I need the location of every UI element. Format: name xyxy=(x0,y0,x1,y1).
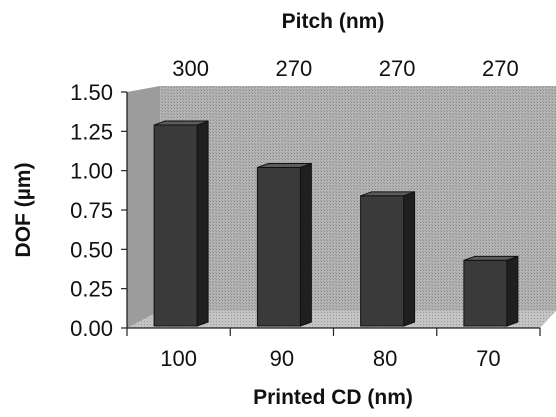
bar-side xyxy=(506,255,519,327)
secondary-x-tick-label: 300 xyxy=(172,56,209,81)
y-tick-label: 1.25 xyxy=(70,119,113,144)
bar xyxy=(463,255,519,327)
bar-top xyxy=(153,120,209,126)
bar xyxy=(256,162,312,327)
bar-front xyxy=(256,167,301,327)
left-wall xyxy=(127,86,160,328)
x-tick-label: 80 xyxy=(373,346,397,371)
y-tick-label: 1.50 xyxy=(70,80,113,105)
y-axis-title: DOF (µm) xyxy=(12,163,35,258)
bar-front xyxy=(153,124,198,327)
bar-side xyxy=(196,120,209,327)
x-tick-label: 70 xyxy=(476,346,500,371)
x-axis-title: Printed CD (nm) xyxy=(253,386,413,409)
tick-labels: 100 90 80 70 300 270 270 270 xyxy=(160,56,518,371)
y-tick-label: 0.25 xyxy=(70,277,113,302)
x-axis-ticks xyxy=(126,328,541,336)
bar-top xyxy=(463,255,519,261)
y-tick-label: 0.00 xyxy=(70,316,113,341)
bar-side xyxy=(299,162,312,327)
bar xyxy=(153,120,209,327)
y-axis-ticks: 0.00 0.25 0.50 0.75 1.00 1.25 1.50 xyxy=(70,80,127,341)
secondary-x-tick-label: 270 xyxy=(379,56,416,81)
secondary-x-axis-title: Pitch (nm) xyxy=(282,10,385,33)
bar xyxy=(360,191,416,327)
bar-top xyxy=(360,191,415,197)
secondary-x-tick-label: 270 xyxy=(276,56,313,81)
bar-front xyxy=(463,259,508,327)
x-tick-label: 90 xyxy=(270,346,294,371)
bar-side xyxy=(403,191,416,327)
bar-top xyxy=(257,163,312,169)
y-tick-label: 0.50 xyxy=(70,237,113,262)
bar-front xyxy=(360,195,405,327)
floor xyxy=(127,311,556,328)
y-tick-label: 1.00 xyxy=(70,159,113,184)
bars xyxy=(153,120,519,327)
secondary-x-tick-label: 270 xyxy=(482,56,519,81)
x-tick-label: 100 xyxy=(160,346,197,371)
y-tick-label: 0.75 xyxy=(70,198,113,223)
